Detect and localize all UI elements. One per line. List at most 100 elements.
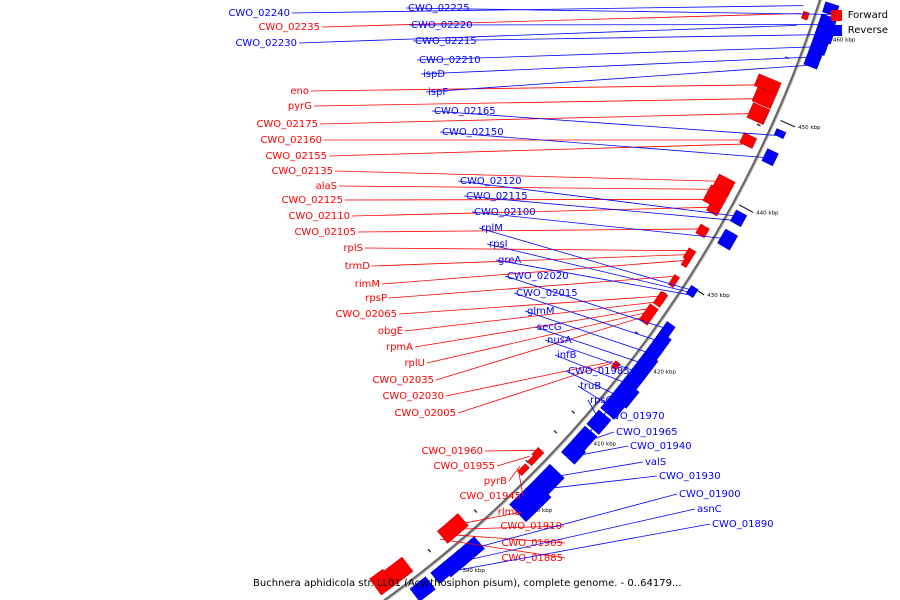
reverse-gene-label: ispF — [428, 87, 448, 98]
reverse-gene-arrow — [409, 576, 436, 600]
forward-gene-arrow — [369, 568, 396, 596]
tick-label: 390 kbp — [462, 568, 485, 574]
track-dash — [634, 331, 639, 335]
tick-mark — [738, 204, 754, 213]
track-dash — [553, 430, 558, 434]
forward-gene-label-leader — [435, 315, 647, 381]
reverse-gene-label: greA — [498, 255, 521, 266]
reverse-gene-label: CWO_02230 — [235, 38, 297, 49]
reverse-gene-label: asnC — [697, 504, 722, 515]
forward-gene-label: CWO_02065 — [335, 309, 397, 320]
forward-gene-label: rpsP — [365, 293, 387, 304]
forward-gene-arrow — [517, 463, 530, 477]
reverse-gene-label-leader — [472, 493, 678, 549]
forward-gene-label-leader — [313, 98, 769, 107]
reverse-gene-label: CWO_02100 — [474, 207, 536, 218]
forward-gene-label-leader — [364, 247, 690, 252]
legend: Forward Reverse — [830, 8, 888, 38]
forward-gene-label-leader — [414, 307, 653, 348]
forward-gene-label-leader — [344, 198, 720, 201]
reverse-gene-label: rplM — [481, 223, 503, 234]
forward-gene-label-leader — [351, 206, 715, 217]
tick-label: 400 kbp — [530, 508, 553, 514]
forward-gene-arrow — [638, 303, 659, 326]
legend-reverse-label: Reverse — [847, 25, 888, 36]
reverse-gene-label-leader — [577, 385, 612, 408]
reverse-gene-label-leader — [513, 292, 663, 343]
reverse-gene-label: CWO_01900 — [679, 489, 741, 500]
reverse-gene-arrow — [600, 395, 625, 420]
reverse-gene-label-leader — [565, 370, 621, 398]
map-caption: Buchnera aphidicola str. LL01 (Acyrthosi… — [253, 578, 682, 589]
tick-label: 450 kbp — [798, 125, 821, 131]
forward-gene-label-leader — [517, 468, 524, 497]
reverse-gene-label-leader — [405, 7, 830, 15]
reverse-gene-label: CWO_01940 — [630, 441, 692, 452]
forward-gene-label: rpmA — [386, 342, 413, 353]
forward-gene-label: rlmL — [498, 507, 521, 518]
forward-gene-label: CWO_02105 — [294, 227, 356, 238]
backbone-shade — [386, 0, 823, 600]
forward-gene-label-leader — [334, 170, 729, 182]
reverse-gene-arrow — [729, 209, 748, 228]
forward-gene-label-leader — [484, 449, 536, 452]
forward-gene-arrow — [652, 290, 669, 308]
reverse-gene-label-leader — [298, 24, 797, 44]
forward-gene-label-leader — [404, 301, 657, 332]
reverse-gene-label-leader — [455, 508, 696, 564]
forward-gene-label-leader — [381, 260, 684, 285]
reverse-gene-label-leader — [425, 64, 813, 93]
forward-gene-label: CWO_02125 — [281, 195, 343, 206]
forward-gene-label-leader — [371, 254, 688, 267]
forward-gene-label-leader — [445, 533, 566, 544]
reverse-gene-label-leader — [524, 310, 654, 355]
reverse-gene-label-leader — [471, 211, 730, 240]
forward-gene-label-leader — [321, 13, 801, 28]
reverse-gene-label: CWO_01965 — [616, 427, 678, 438]
reverse-gene-label-leader — [463, 195, 740, 222]
forward-gene-label: CWO_01945 — [459, 491, 521, 502]
forward-gene-label: CWO_02030 — [382, 391, 444, 402]
reverse-gene-arrow — [717, 228, 739, 251]
track-dash — [473, 509, 478, 514]
reverse-gene-label: infB — [557, 350, 577, 361]
forward-gene-arrow — [739, 132, 758, 149]
reverse-gene-label: glmM — [527, 306, 555, 317]
forward-gene-label-leader — [426, 311, 650, 364]
forward-gene-label: CWO_02005 — [394, 408, 456, 419]
reverse-gene-label: CWO_02240 — [228, 8, 290, 19]
forward-gene-label-leader — [338, 185, 725, 190]
forward-gene-arrow — [800, 10, 810, 21]
reverse-gene-label-leader — [587, 399, 601, 422]
backbone — [382, 0, 822, 600]
reverse-gene-label: CWO_01985 — [568, 366, 630, 377]
reverse-gene-label: CWO_02210 — [419, 55, 481, 66]
reverse-gene-label-leader — [554, 354, 631, 386]
forward-gene-label-leader — [398, 295, 661, 315]
tick-label: 430 kbp — [707, 293, 730, 299]
forward-gene-label: rplU — [404, 358, 425, 369]
reverse-gene-label: CWO_01970 — [603, 411, 665, 422]
reverse-gene-label-leader — [535, 475, 658, 491]
reverse-gene-label-leader — [486, 243, 696, 295]
forward-gene-label-leader — [457, 362, 612, 414]
reverse-gene-arrow — [803, 49, 823, 70]
reverse-gene-label: nusA — [547, 335, 572, 346]
reverse-gene-label-leader — [580, 431, 615, 444]
tick-label: 420 kbp — [653, 369, 676, 375]
reverse-gene-label-leader — [291, 5, 804, 14]
reverse-gene-label: CWO_02220 — [411, 20, 473, 31]
forward-gene-label: CWO_01910 — [500, 521, 562, 532]
forward-gene-arrow — [526, 455, 538, 467]
reverse-gene-label: secG — [537, 322, 562, 333]
forward-gene-label-leader — [457, 511, 523, 525]
forward-gene-arrow — [436, 513, 469, 544]
reverse-gene-label-leader — [534, 326, 646, 365]
reverse-gene-label: CWO_02120 — [460, 176, 522, 187]
forward-gene-label: trmD — [345, 261, 371, 272]
reverse-gene-label: CWO_02215 — [415, 36, 477, 47]
forward-gene-label: CWO_01960 — [421, 446, 483, 457]
forward-gene-label: rplS — [343, 243, 363, 254]
reverse-gene-label: CWO_01930 — [659, 471, 721, 482]
forward-gene-label: CWO_02155 — [265, 151, 327, 162]
